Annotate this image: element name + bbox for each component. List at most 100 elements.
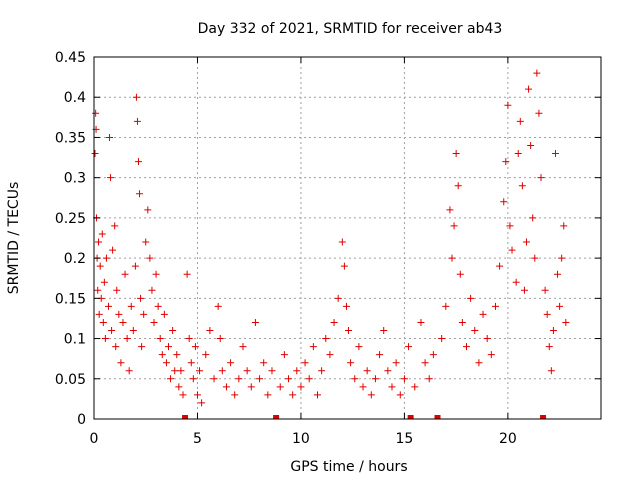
data-point [467,294,475,302]
data-point [560,222,568,230]
data-point [137,294,145,302]
data-point [183,270,191,278]
data-point [376,351,384,359]
data-point [214,302,222,310]
data-point [396,391,404,399]
data-point [518,182,526,190]
data-point [512,278,520,286]
data-point [113,286,121,294]
data-point [340,262,348,270]
data-point [133,117,141,125]
data-point [545,343,553,351]
data-point [222,383,230,391]
data-point [119,318,127,326]
data-point [293,367,301,375]
y-tick-label: 0 [77,412,86,428]
data-point [516,117,524,125]
data-point [189,375,197,383]
y-tick-label: 0.35 [55,130,86,146]
data-point [400,375,408,383]
data-point [380,327,388,335]
y-tick-label: 0.2 [64,251,86,267]
data-point [355,343,363,351]
data-point [549,327,557,335]
data-point [326,351,334,359]
x-tick-label: 15 [395,431,413,447]
data-point [132,93,140,101]
data-point [330,318,338,326]
data-point [138,343,146,351]
data-point [421,359,429,367]
data-point [260,359,268,367]
data-point [527,141,535,149]
data-point [554,270,562,278]
data-point [384,367,392,375]
data-point [392,359,400,367]
data-point [523,238,531,246]
data-point [537,174,545,182]
data-point [347,359,355,367]
data-point [109,246,117,254]
data-point [280,351,288,359]
y-tick-label: 0.45 [55,50,86,66]
y-tick-label: 0.3 [64,171,86,187]
data-point [363,367,371,375]
data-point [313,391,321,399]
data-point [264,391,272,399]
data-point [417,318,425,326]
data-point [96,262,104,270]
y-axis-tick-labels: 0 0.05 0.1 0.15 0.2 0.25 0.3 0.35 0.4 0.45 [55,50,86,428]
data-point [169,327,177,335]
data-point [450,222,458,230]
data-point [91,150,99,158]
data-point [525,85,533,93]
data-point [210,375,218,383]
data-point [239,343,247,351]
data-point [95,238,103,246]
data-point [483,335,491,343]
y-tick-label: 0.4 [64,90,86,106]
grid [94,57,601,419]
data-gap-marker [540,415,547,419]
x-axis-tick-labels: 0 5 10 15 20 [90,431,517,447]
data-point [454,182,462,190]
data-point [115,310,123,318]
data-point [121,270,129,278]
data-point [541,286,549,294]
data-point [448,254,456,262]
data-point [475,359,483,367]
data-point [496,262,504,270]
data-point [196,367,204,375]
data-point [98,230,106,238]
data-point [289,391,297,399]
data-point [101,335,109,343]
data-point [551,150,559,158]
data-point [231,391,239,399]
data-point [508,246,516,254]
data-point [134,158,142,166]
data-point [491,302,499,310]
axis-ticks [93,56,601,420]
data-point [160,310,168,318]
y-tick-label: 0.15 [55,291,86,307]
data-point [479,310,487,318]
data-point [104,302,112,310]
data-point [533,69,541,77]
data-point [117,359,125,367]
data-point [318,367,326,375]
data-point [164,343,172,351]
data-point [193,391,201,399]
data-gap-marker [434,415,441,419]
data-point [150,318,158,326]
x-tick-label: 5 [193,431,202,447]
data-point [123,335,131,343]
data-point [438,335,446,343]
data-point [152,270,160,278]
data-point [309,343,317,351]
y-tick-label: 0.05 [55,372,86,388]
data-point [247,383,255,391]
data-point [179,391,187,399]
x-tick-label: 0 [90,431,99,447]
